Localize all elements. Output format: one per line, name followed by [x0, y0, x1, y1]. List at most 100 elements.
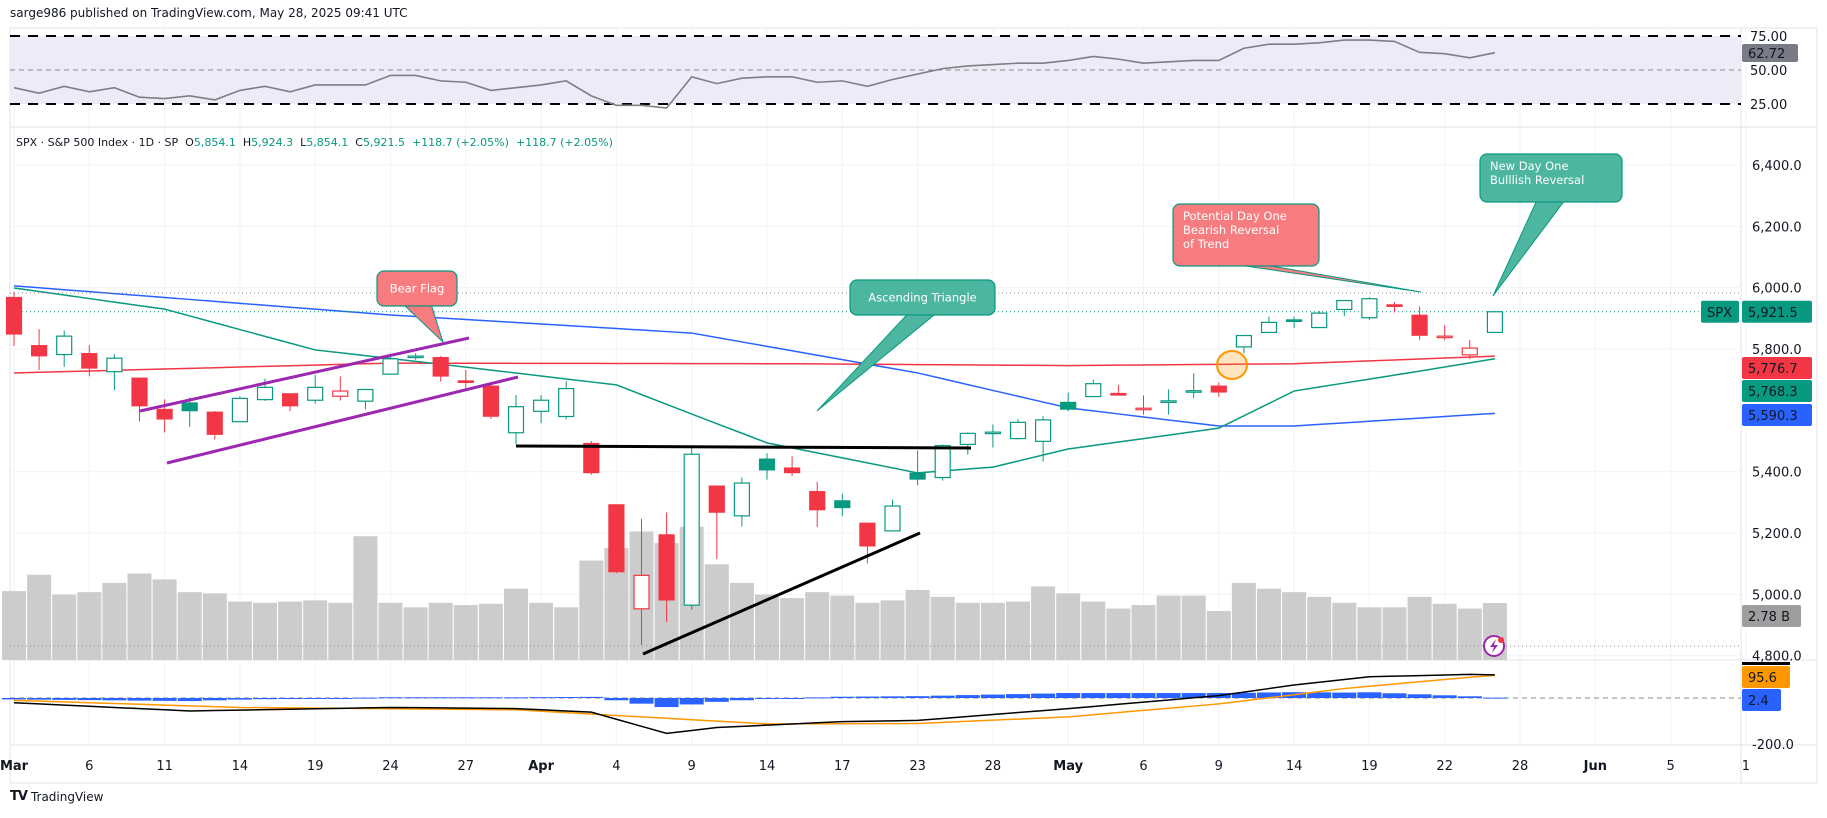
callout-text: Bearish Reversal — [1183, 223, 1279, 237]
published-caption: sarge986 published on TradingView.com, M… — [10, 6, 408, 20]
legend-high-label: H — [242, 136, 252, 149]
bear-flag-upper-line — [139, 336, 470, 413]
callout-text: Bulllish Reversal — [1490, 173, 1584, 187]
tradingview-logo[interactable]: TV TradingView — [10, 789, 103, 804]
legend-symbol: SPX · S&P 500 Index · 1D · SP — [16, 136, 179, 149]
price-axis-label: 5,800.0 — [1752, 343, 1802, 358]
triangle-resistance-line — [515, 444, 972, 450]
candle-body — [708, 485, 725, 513]
time-tick-label: 24 — [382, 759, 399, 774]
volume-bar — [554, 607, 579, 660]
candle-body — [532, 399, 550, 412]
ma-blue-line — [13, 285, 1495, 427]
callout-text: of Trend — [1183, 237, 1229, 251]
last-price-label: 5,921.5 — [1748, 306, 1798, 321]
symbol-badge-label-badge — [1701, 300, 1739, 323]
candle-body — [934, 445, 951, 479]
macd-histogram-bar — [152, 698, 177, 701]
time-tick-label: 17 — [834, 759, 851, 774]
time-tick-label: Apr — [528, 759, 554, 774]
candle-body — [1486, 311, 1504, 334]
macd-axis-label: -200.0 — [1752, 738, 1794, 753]
candle-body — [959, 432, 976, 446]
volume-bar — [202, 593, 227, 660]
candle-body — [909, 472, 926, 480]
legend-low-label: L — [300, 136, 307, 149]
legend-close: 5,921.5 — [362, 136, 405, 149]
candle-body — [332, 390, 349, 397]
candle-body — [1185, 390, 1202, 393]
macd-histogram-bar — [1357, 692, 1382, 698]
macd-histogram-bar — [303, 698, 328, 699]
time-tick-label: 9 — [688, 759, 696, 774]
macd-hist-value-label-badge — [1742, 689, 1781, 711]
volume-bar — [2, 591, 26, 660]
volume-bar — [1156, 595, 1181, 660]
macd-histogram-bar — [679, 698, 704, 705]
time-tick-label: 19 — [1361, 759, 1378, 774]
candle-body — [231, 397, 248, 423]
time-tick-label: 6 — [1139, 759, 1147, 774]
macd-histogram-bar — [378, 697, 403, 699]
rsi-value-badge — [1742, 44, 1798, 62]
ma-green-value-label: 5,768.3 — [1748, 385, 1798, 400]
time-tick-label: 14 — [232, 759, 249, 774]
volume-bar — [704, 564, 729, 660]
macd-hist-value-label: 2.4 — [1748, 694, 1769, 709]
candle-body — [1361, 298, 1378, 319]
candle-body — [834, 500, 851, 509]
time-tick-label: 14 — [1286, 759, 1303, 774]
candle-body — [81, 353, 98, 369]
price-axis-label: 6,400.0 — [1752, 159, 1802, 174]
macd-histogram-bar — [127, 698, 152, 701]
callout-text: New Day One — [1490, 159, 1569, 173]
macd-histogram-bar — [980, 694, 1005, 698]
ma-red-value-label-badge — [1742, 357, 1812, 379]
candle-body — [206, 411, 223, 435]
macd-histogram-bar — [177, 698, 202, 702]
candle-body — [884, 505, 901, 532]
macd-histogram-bar — [227, 698, 252, 700]
macd-signal-value-label: 95.6 — [1748, 671, 1777, 686]
time-tick-label: 14 — [759, 759, 776, 774]
symbol-badge-label: SPX — [1707, 306, 1732, 321]
candle-body — [5, 296, 23, 335]
lightning-icon — [1490, 639, 1498, 653]
time-tick-label: 11 — [156, 759, 173, 774]
volume-bar — [227, 601, 252, 660]
volume-bar — [253, 602, 277, 660]
volume-bar — [980, 602, 1005, 660]
macd-histogram-bar — [328, 698, 353, 699]
time-tick-label: 23 — [909, 759, 926, 774]
macd-histogram-bar — [428, 697, 453, 699]
macd-histogram-bar — [1257, 692, 1281, 698]
candle-body — [633, 574, 650, 610]
macd-histogram-bar — [855, 696, 880, 698]
macd-histogram-bar — [77, 698, 102, 701]
macd-histogram-bar — [579, 696, 604, 698]
volume-bar — [1307, 596, 1332, 660]
volume-bar — [1056, 593, 1081, 660]
tradingview-logo-icon: TV — [10, 789, 28, 804]
volume-bar — [1357, 607, 1382, 660]
volume-bar — [177, 592, 202, 660]
volume-bar — [77, 592, 102, 660]
time-tick-label: 19 — [307, 759, 324, 774]
candle-body — [1210, 385, 1227, 393]
time-tick-label: May — [1053, 759, 1083, 774]
candle-body — [1285, 319, 1303, 322]
candle-body — [282, 393, 299, 407]
macd-histogram-bar — [403, 697, 428, 699]
macd-histogram-bar — [905, 696, 930, 698]
triangle-support-line — [642, 531, 921, 656]
volume-bar — [1257, 588, 1281, 660]
legend-high: 5,924.3 — [251, 136, 294, 149]
macd-histogram-bar — [102, 698, 127, 701]
highlight-ellipse — [1216, 350, 1248, 380]
macd-signal-line — [13, 674, 1495, 725]
candle-body — [482, 385, 499, 417]
macd-histogram-bar — [2, 698, 26, 700]
candle-body — [256, 386, 274, 401]
callout-text: Bear Flag — [390, 282, 445, 296]
